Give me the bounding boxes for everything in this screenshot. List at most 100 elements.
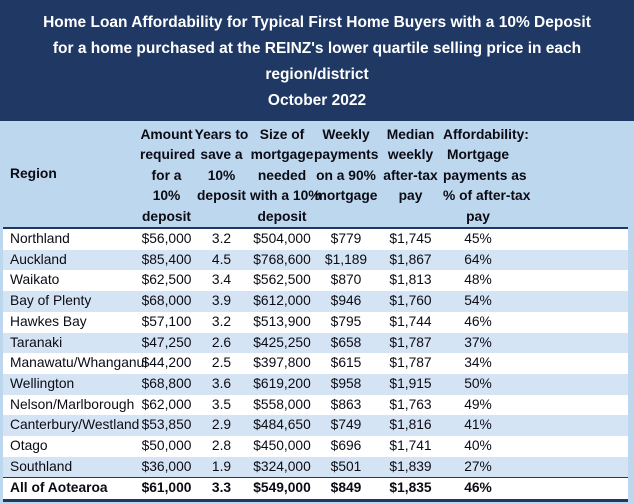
header-row: Region Amount required for a 10% deposit Y… (3, 121, 628, 229)
filler-cell (513, 395, 628, 416)
value-cell: $56,000 (141, 231, 192, 247)
value-cell: 3.2 (211, 313, 232, 329)
filler-cell (513, 457, 628, 478)
value-cell: $324,000 (253, 458, 311, 474)
value-cell: $62,500 (141, 272, 192, 288)
value-cell: $1,816 (389, 417, 432, 433)
title-date: October 2022 (267, 92, 367, 109)
value-cell: $1,763 (389, 396, 432, 412)
column-header-4: Weekly payments on a 90% mortgage (314, 127, 379, 204)
column-header-6: Affordability: Mortgage payments as % of… (443, 127, 531, 224)
value-cell: 45% (464, 231, 492, 247)
value-cell: $50,000 (141, 438, 192, 454)
value-cell: $57,100 (141, 313, 192, 329)
value-cell: 1.9 (211, 458, 232, 474)
value-cell: 3.4 (211, 272, 232, 288)
value-cell: 37% (464, 334, 492, 350)
column-header-3: Size of mortgage needed with a 10% depos… (250, 127, 321, 224)
filler-cell (513, 374, 628, 395)
value-cell: $615 (330, 355, 362, 371)
title-line-3: region/district (265, 66, 369, 83)
value-cell: 64% (464, 251, 492, 267)
affordability-table: Region Amount required for a 10% deposit Y… (3, 121, 628, 502)
value-cell: $558,000 (253, 396, 311, 412)
value-cell: $562,500 (253, 272, 311, 288)
value-cell: $484,650 (253, 417, 311, 433)
region-cell: Manawatu/Whanganui (10, 355, 148, 371)
value-cell: 2.9 (211, 417, 232, 433)
value-cell: $513,900 (253, 313, 311, 329)
value-cell: $1,835 (389, 480, 432, 496)
value-cell: $768,600 (253, 251, 311, 267)
value-cell: $397,800 (253, 355, 311, 371)
region-cell: Waikato (10, 272, 60, 288)
value-cell: $504,000 (253, 231, 311, 247)
title-line-1: Home Loan Affordability for Typical Firs… (43, 14, 591, 31)
table-row: Nelson/Marlborough $62,000 3.5 $558,000 $863… (3, 394, 628, 416)
title-line-2: for a home purchased at the REINZ's lowe… (52, 40, 582, 57)
region-cell: Hawkes Bay (10, 313, 87, 329)
value-cell: $1,741 (389, 438, 432, 454)
value-cell: $36,000 (141, 458, 192, 474)
value-cell: 54% (464, 293, 492, 309)
affordability-table-wrap: Region Amount required for a 10% deposit Y… (0, 121, 634, 502)
value-cell: $425,250 (253, 334, 311, 350)
value-cell: $696 (330, 438, 362, 454)
value-cell: 2.5 (211, 355, 232, 371)
value-cell: 3.9 (211, 293, 232, 309)
value-cell: $1,839 (389, 458, 432, 474)
value-cell: $47,250 (141, 334, 192, 350)
table-row: Northland $56,000 3.2 $504,000 $779 $1,745 45% (3, 228, 628, 250)
value-cell: $1,189 (324, 251, 368, 267)
table-row: Hawkes Bay $57,100 3.2 $513,900 $795 $1,744 46… (3, 311, 628, 333)
value-cell: $61,000 (141, 480, 192, 496)
value-cell: 41% (464, 417, 492, 433)
total-row: All of Aotearoa $61,000 3.3 $549,000 $849 $1,… (3, 477, 628, 501)
filler-cell (513, 228, 628, 250)
value-cell: $68,000 (141, 293, 192, 309)
value-cell: $958 (330, 375, 362, 391)
column-header-5: Median weekly after-tax pay (383, 127, 438, 204)
column-header-2: Years to save a 10% deposit (194, 127, 249, 204)
value-cell: $68,800 (141, 375, 192, 391)
table-row: Waikato $62,500 3.4 $562,500 $870 $1,813 48% (3, 270, 628, 292)
value-cell: 3.6 (211, 375, 232, 391)
value-cell: 27% (464, 458, 492, 474)
table-row: Southland $36,000 1.9 $324,000 $501 $1,839 27% (3, 456, 628, 478)
value-cell: $779 (330, 231, 362, 247)
value-cell: 4.5 (211, 251, 232, 267)
region-cell: Wellington (10, 375, 75, 391)
value-cell: $619,200 (253, 375, 311, 391)
value-cell: $658 (330, 334, 362, 350)
region-cell: Otago (10, 438, 48, 454)
region-cell: Taranaki (10, 334, 63, 350)
value-cell: $85,400 (141, 251, 192, 267)
value-cell: $1,787 (389, 355, 432, 371)
region-cell: Canterbury/Westland (10, 417, 140, 433)
filler-cell (513, 270, 628, 291)
column-header-1: Amount required for a 10% deposit (140, 127, 196, 224)
table-body: Northland $56,000 3.2 $504,000 $779 $1,745 45%… (3, 228, 628, 501)
value-cell: 50% (464, 375, 492, 391)
value-cell: $53,850 (141, 417, 192, 433)
value-cell: 48% (464, 272, 492, 288)
value-cell: 3.3 (211, 480, 232, 496)
filler-cell (513, 415, 628, 436)
value-cell: 46% (464, 480, 492, 496)
filler-cell (513, 353, 628, 374)
value-cell: $450,000 (253, 438, 311, 454)
value-cell: $1,744 (389, 313, 432, 329)
table-row: Auckland $85,400 4.5 $768,600 $1,189 $1,867 64… (3, 249, 628, 271)
region-cell: Nelson/Marlborough (10, 396, 135, 412)
table-row: Wellington $68,800 3.6 $619,200 $958 $1,915 50… (3, 373, 628, 395)
table-row: Bay of Plenty $68,000 3.9 $612,000 $946 $1,76… (3, 291, 628, 312)
value-cell: $749 (330, 417, 362, 433)
table-row: Manawatu/Whanganui $44,200 2.5 $397,800 $615… (3, 353, 628, 374)
region-cell: Northland (10, 231, 70, 247)
value-cell: $863 (330, 396, 362, 412)
region-cell: All of Aotearoa (10, 480, 108, 496)
table-header: Region Amount required for a 10% deposit Y… (3, 121, 628, 229)
value-cell: $849 (330, 480, 362, 496)
region-cell: Auckland (10, 251, 67, 267)
